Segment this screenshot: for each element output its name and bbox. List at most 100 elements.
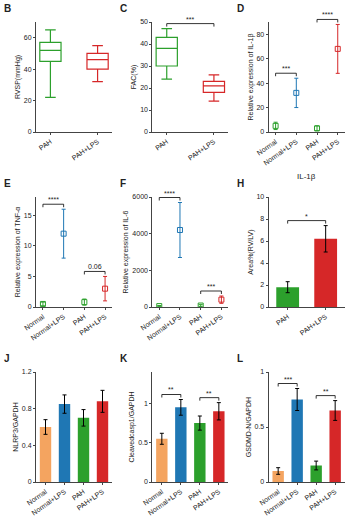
svg-text:1: 1 [144, 400, 148, 407]
svg-text:PAH: PAH [187, 488, 202, 502]
svg-text:PAH+LPS: PAH+LPS [192, 488, 222, 512]
svg-text:C: C [120, 3, 127, 14]
svg-text:0: 0 [260, 478, 264, 485]
svg-text:Normal+LPS: Normal+LPS [263, 488, 300, 517]
svg-text:****: **** [48, 196, 59, 203]
svg-text:PAH: PAH [71, 488, 86, 502]
svg-text:**: ** [168, 386, 174, 393]
svg-text:60: 60 [24, 34, 32, 41]
svg-text:PAH+LPS: PAH+LPS [76, 488, 106, 512]
svg-text:***: *** [282, 65, 290, 72]
svg-text:Relative expression of IL-1β: Relative expression of IL-1β [247, 34, 255, 121]
svg-text:0.5: 0.5 [255, 423, 265, 430]
svg-text:PAH+LPS: PAH+LPS [308, 488, 338, 512]
svg-text:Normal+LPS: Normal+LPS [30, 488, 67, 517]
svg-text:Normal+LPS: Normal+LPS [30, 313, 67, 342]
svg-text:0: 0 [28, 128, 32, 135]
svg-text:50: 50 [140, 18, 148, 25]
svg-text:Relative expression of TNF-α: Relative expression of TNF-α [14, 207, 22, 298]
svg-text:PAH: PAH [72, 313, 87, 327]
svg-text:*: * [305, 213, 308, 220]
svg-text:Normal: Normal [142, 488, 165, 507]
svg-text:80: 80 [256, 31, 264, 38]
svg-text:****: **** [322, 11, 333, 18]
svg-text:0.4: 0.4 [22, 442, 32, 449]
svg-text:Normal: Normal [256, 138, 279, 157]
svg-text:1.2: 1.2 [22, 368, 32, 375]
svg-text:***: *** [207, 283, 215, 290]
svg-text:0: 0 [144, 128, 148, 135]
svg-text:Normal: Normal [26, 488, 49, 507]
svg-text:0: 0 [260, 303, 264, 310]
svg-text:Normal+LPS: Normal+LPS [146, 313, 183, 342]
svg-text:L: L [237, 353, 243, 364]
svg-text:RVSP(mmHg): RVSP(mmHg) [14, 55, 22, 99]
svg-text:PAH+LPS: PAH+LPS [78, 313, 108, 337]
svg-text:10: 10 [256, 193, 264, 200]
svg-text:0.8: 0.8 [22, 405, 32, 412]
svg-text:40: 40 [256, 80, 264, 87]
svg-text:Relative expression of IL-6: Relative expression of IL-6 [122, 210, 130, 293]
svg-text:***: *** [284, 376, 292, 383]
svg-text:PAH: PAH [303, 488, 318, 502]
svg-text:0: 0 [28, 478, 32, 485]
svg-text:20: 20 [256, 104, 264, 111]
svg-text:40: 40 [140, 40, 148, 47]
svg-text:20: 20 [24, 97, 32, 104]
svg-text:Normal+LPS: Normal+LPS [262, 138, 299, 167]
svg-text:NLRP3/GAPDH: NLRP3/GAPDH [12, 402, 19, 451]
svg-text:20: 20 [140, 84, 148, 91]
svg-text:PAH: PAH [304, 138, 319, 152]
svg-text:PAH+LPS: PAH+LPS [71, 138, 101, 162]
svg-text:Normal: Normal [258, 488, 281, 507]
svg-text:****: **** [164, 190, 175, 197]
svg-text:2000: 2000 [132, 267, 148, 274]
svg-text:6000: 6000 [132, 193, 148, 200]
svg-text:PAH: PAH [188, 313, 203, 327]
svg-text:Normal+LPS: Normal+LPS [147, 488, 184, 517]
svg-text:PAH+LPS: PAH+LPS [187, 138, 217, 162]
svg-text:0: 0 [144, 303, 148, 310]
svg-text:D: D [237, 3, 244, 14]
svg-text:**: ** [323, 388, 329, 395]
svg-text:0.06: 0.06 [88, 263, 102, 270]
svg-text:PAH+LPS: PAH+LPS [299, 313, 329, 337]
svg-text:H: H [237, 178, 244, 189]
svg-text:F: F [120, 178, 126, 189]
svg-text:**: ** [206, 390, 212, 397]
svg-text:0.5: 0.5 [138, 439, 148, 446]
svg-text:60: 60 [256, 55, 264, 62]
svg-text:J: J [4, 353, 10, 364]
svg-text:0: 0 [28, 303, 32, 310]
svg-text:PAH: PAH [275, 313, 290, 327]
svg-text:4000: 4000 [132, 230, 148, 237]
svg-text:10: 10 [140, 106, 148, 113]
svg-text:Normal: Normal [139, 313, 162, 332]
svg-text:40: 40 [24, 66, 32, 73]
svg-text:10: 10 [24, 242, 32, 249]
svg-text:0: 0 [144, 478, 148, 485]
svg-text:4: 4 [260, 259, 264, 266]
svg-text:1: 1 [260, 368, 264, 375]
svg-text:2: 2 [260, 281, 264, 288]
svg-text:PAH+LPS: PAH+LPS [311, 138, 341, 162]
svg-text:K: K [120, 353, 128, 364]
svg-text:PAH: PAH [38, 138, 53, 152]
svg-text:PAH+LPS: PAH+LPS [194, 313, 224, 337]
svg-text:Area%(RV/LV): Area%(RV/LV) [247, 229, 255, 274]
svg-text:E: E [4, 178, 11, 189]
svg-text:FAC(%): FAC(%) [130, 65, 138, 90]
svg-text:Cleavedcasp1/GAPDH: Cleavedcasp1/GAPDH [128, 391, 136, 462]
svg-text:0: 0 [260, 128, 264, 135]
svg-text:Normal: Normal [23, 313, 46, 332]
svg-text:8: 8 [260, 215, 264, 222]
svg-text:***: *** [186, 16, 194, 23]
svg-text:5: 5 [28, 273, 32, 280]
svg-text:B: B [4, 3, 11, 14]
svg-text:GSDMD-N/GAPDH: GSDMD-N/GAPDH [245, 397, 252, 457]
svg-text:IL-1β: IL-1β [297, 172, 316, 181]
svg-text:6: 6 [260, 237, 264, 244]
svg-text:15: 15 [24, 212, 32, 219]
svg-text:PAH: PAH [154, 138, 169, 152]
svg-text:30: 30 [140, 62, 148, 69]
